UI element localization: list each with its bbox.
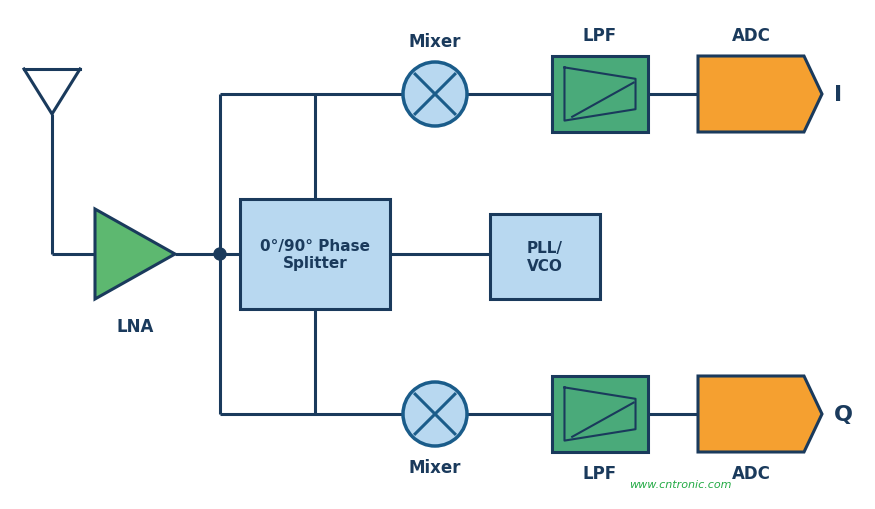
Text: PLL/
VCO: PLL/ VCO — [527, 241, 563, 273]
FancyBboxPatch shape — [490, 215, 600, 299]
FancyBboxPatch shape — [552, 376, 648, 452]
Text: Mixer: Mixer — [409, 33, 461, 51]
Text: I: I — [834, 85, 842, 105]
Text: Q: Q — [834, 404, 853, 424]
Text: ADC: ADC — [732, 27, 771, 45]
Text: 0°/90° Phase
Splitter: 0°/90° Phase Splitter — [260, 238, 370, 271]
Circle shape — [403, 63, 467, 127]
Polygon shape — [95, 210, 175, 299]
Text: ADC: ADC — [732, 464, 771, 482]
Text: www.cntronic.com: www.cntronic.com — [629, 479, 732, 489]
Text: LNA: LNA — [116, 318, 154, 335]
FancyBboxPatch shape — [240, 200, 390, 309]
Circle shape — [214, 248, 226, 261]
Circle shape — [403, 382, 467, 446]
FancyBboxPatch shape — [552, 57, 648, 133]
Text: LPF: LPF — [583, 27, 617, 45]
Text: LPF: LPF — [583, 464, 617, 482]
Text: Mixer: Mixer — [409, 458, 461, 476]
Polygon shape — [698, 376, 822, 452]
Polygon shape — [698, 57, 822, 133]
